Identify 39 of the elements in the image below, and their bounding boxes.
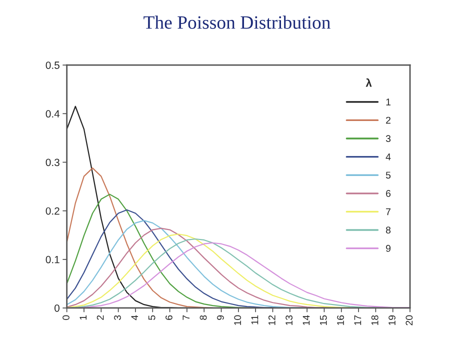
chart-title: The Poisson Distribution [144,16,330,29]
x-tick-label: 20 [406,315,413,326]
y-tick-label: 0.2 [46,207,60,215]
x-tick-label: 13 [286,315,293,325]
legend-label: 1 [386,98,390,106]
x-tick-label: 0 [62,315,70,320]
x-tick-label: 12 [268,315,276,325]
x-tick-label: 17 [354,315,362,325]
x-tick-label: 15 [320,315,327,325]
x-tick-label: 11 [251,315,258,324]
x-tick-label: 14 [302,315,310,325]
y-tick-label: 0.1 [46,256,60,264]
x-tick-label: 18 [371,315,378,325]
legend-label: 9 [386,244,391,252]
x-tick-label: 8 [200,315,207,320]
legend-label: 8 [386,226,391,234]
x-tick-label: 19 [388,315,396,325]
x-tick-label: 6 [166,315,172,320]
x-tick-label: 16 [337,315,344,325]
legend-label: 6 [386,190,391,197]
legend-label: 7 [386,208,390,216]
x-tick-label: 3 [114,315,121,320]
legend-label: 2 [386,116,390,124]
x-tick-label: 4 [131,315,138,320]
line-series [66,234,351,308]
y-tick-label: 0.5 [46,62,60,69]
y-tick-label: 0.4 [46,110,60,118]
x-tick-label: 2 [96,315,104,320]
y-tick-label: 0.3 [46,158,60,166]
legend-label: 4 [386,154,391,160]
legend-label: 3 [386,135,391,142]
x-tick-label: 9 [216,315,224,320]
x-tick-label: 7 [182,315,190,320]
x-tick-label: 10 [234,315,242,325]
legend-title: λ [366,78,372,87]
legend-label: 5 [386,172,391,179]
x-tick-label: 1 [80,315,87,320]
y-tick-label: 0 [54,304,60,312]
x-tick-label: 5 [148,315,156,320]
